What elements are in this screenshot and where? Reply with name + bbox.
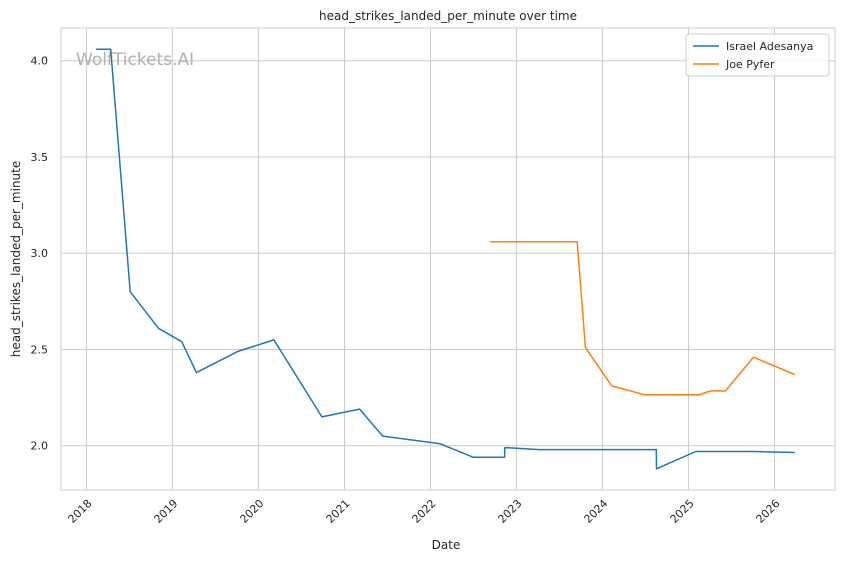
- x-tick-label: 2026: [754, 497, 783, 526]
- y-tick-label: 2.0: [31, 440, 49, 453]
- y-tick-label: 3.5: [31, 151, 49, 164]
- legend-label: Joe Pyfer: [725, 58, 775, 71]
- y-axis-ticks: 2.0 2.5 3.0 3.5 4.0: [31, 55, 49, 453]
- y-tick-label: 4.0: [31, 55, 49, 68]
- x-tick-label: 2025: [668, 497, 697, 526]
- x-axis-ticks: 2018 2019 2020 2021 2022 2023 2024 2025 2026: [66, 497, 783, 526]
- plot-frame: [60, 27, 836, 491]
- chart-title: head_strikes_landed_per_minute over time: [319, 9, 577, 23]
- series-line-2: [489, 240, 795, 396]
- y-tick-label: 2.5: [31, 343, 49, 356]
- series-line-1: [95, 48, 795, 470]
- y-axis-title: head_strikes_landed_per_minute: [9, 161, 23, 358]
- legend-box: [685, 33, 830, 77]
- legend: Israel Adesanya Joe Pyfer: [685, 33, 830, 77]
- series-layer: [95, 48, 795, 470]
- x-tick-label: 2023: [496, 497, 525, 526]
- watermark: WolfTickets.AI: [76, 50, 194, 70]
- x-tick-label: 2020: [237, 497, 266, 526]
- x-tick-label: 2024: [581, 497, 610, 526]
- x-tick-label: 2022: [410, 497, 439, 526]
- x-tick-label: 2021: [324, 497, 353, 526]
- plot-background: [61, 28, 835, 490]
- y-tick-label: 3.0: [31, 247, 49, 260]
- x-tick-label: 2019: [152, 497, 181, 526]
- legend-label: Israel Adesanya: [726, 40, 813, 53]
- x-tick-label: 2018: [66, 497, 95, 526]
- x-axis-title: Date: [432, 538, 461, 552]
